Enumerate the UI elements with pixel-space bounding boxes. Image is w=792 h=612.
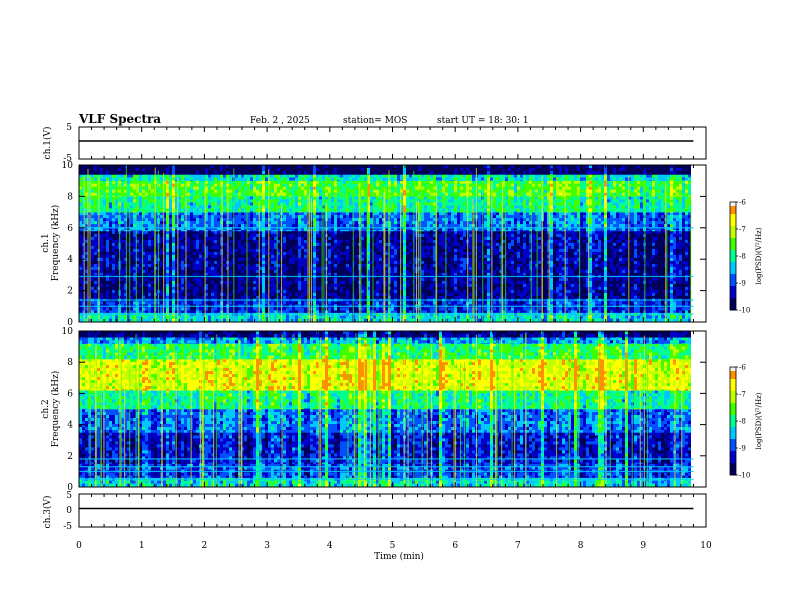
ch1-ytick-10: 10 bbox=[62, 161, 74, 171]
ch1-waveform-ylabel: ch.1(V) bbox=[42, 127, 53, 160]
start-time-label: start UT = 18: 30: 1 bbox=[437, 116, 529, 126]
ch2-ytick-6: 6 bbox=[67, 389, 73, 399]
x-tick-label-2: 2 bbox=[202, 541, 208, 551]
colorbar-tick--10: -10 bbox=[739, 472, 750, 480]
x-tick-label-7: 7 bbox=[515, 541, 521, 551]
ch2-ytick-8: 8 bbox=[67, 358, 73, 368]
ch1-ytick-6: 6 bbox=[67, 224, 73, 234]
colorbar-label: log(PSD)(V²/Hz) bbox=[755, 392, 763, 449]
x-tick-label-10: 10 bbox=[700, 541, 712, 551]
ch1-ytick-2: 2 bbox=[67, 287, 73, 297]
x-tick-label-5: 5 bbox=[390, 541, 396, 551]
ch3-ytick-top: 5 bbox=[66, 491, 72, 501]
ch1-ytick-top: 5 bbox=[66, 123, 72, 133]
ch1-colorbar: -6 -7 -8 -9 -10 log(PSD)(V²/Hz) bbox=[730, 199, 763, 315]
colorbar-tick--6: -6 bbox=[739, 199, 746, 207]
ch3-ytick-bottom: -5 bbox=[63, 522, 72, 532]
x-tick-label-1: 1 bbox=[139, 541, 145, 551]
ch2-colorbar: -6 -7 -8 -9 -10 log(PSD)(V²/Hz) bbox=[730, 364, 763, 480]
station-label: station= MOS bbox=[343, 116, 407, 126]
ch2-ytick-10: 10 bbox=[62, 327, 74, 337]
colorbar-tick--9: -9 bbox=[739, 280, 746, 288]
ch2-ytick-2: 2 bbox=[67, 452, 73, 462]
x-tick-label-8: 8 bbox=[578, 541, 584, 551]
x-tick-label-9: 9 bbox=[640, 541, 646, 551]
ch1-ylabel-channel: ch.1 bbox=[41, 233, 51, 252]
ch1-spectrogram-image bbox=[79, 165, 706, 322]
ch2-ylabel-frequency: Frequency (kHz) bbox=[50, 371, 61, 448]
x-tick-label-3: 3 bbox=[264, 541, 270, 551]
x-tick-label-6: 6 bbox=[452, 541, 458, 551]
x-axis-title: Time (min) bbox=[374, 551, 424, 562]
ch2-ylabel-channel: ch.2 bbox=[41, 399, 51, 418]
colorbar-tick--9: -9 bbox=[739, 445, 746, 453]
colorbar-tick--7: -7 bbox=[739, 391, 746, 399]
figure-title: VLF Spectra bbox=[78, 112, 161, 126]
ch2-ytick-4: 4 bbox=[67, 421, 73, 431]
x-axis-tick-labels: 0 1 2 3 4 5 6 7 8 9 10 bbox=[76, 541, 712, 551]
x-tick-label-0: 0 bbox=[76, 541, 82, 551]
colorbar-tick--7: -7 bbox=[739, 226, 746, 234]
colorbar-tick--10: -10 bbox=[739, 307, 750, 315]
ch2-spectrogram-image bbox=[79, 331, 706, 487]
colorbar-label: log(PSD)(V²/Hz) bbox=[755, 227, 763, 284]
ch3-waveform-ylabel: ch.3(V) bbox=[42, 496, 53, 529]
date-label: Feb. 2 , 2025 bbox=[250, 116, 310, 126]
colorbar-tick--6: -6 bbox=[739, 364, 746, 372]
ch1-ytick-4: 4 bbox=[67, 255, 73, 265]
x-tick-label-4: 4 bbox=[327, 541, 333, 551]
ch1-ytick-8: 8 bbox=[67, 192, 73, 202]
ch3-ytick-middle: 0 bbox=[66, 506, 72, 516]
colorbar-tick--8: -8 bbox=[739, 253, 746, 261]
colorbar-tick--8: -8 bbox=[739, 418, 746, 426]
ch1-ylabel-frequency: Frequency (kHz) bbox=[50, 205, 61, 282]
